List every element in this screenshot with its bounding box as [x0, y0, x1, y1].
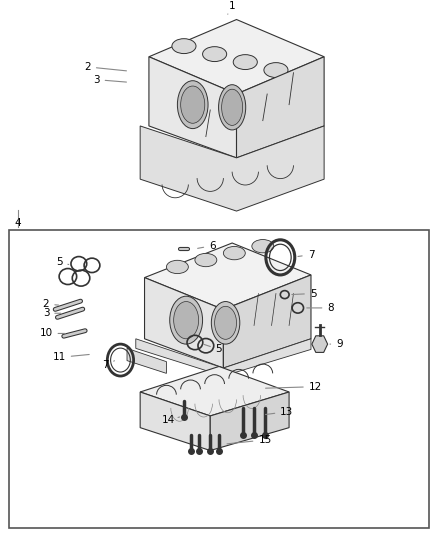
- Polygon shape: [140, 392, 210, 450]
- Text: 2: 2: [84, 62, 127, 72]
- Polygon shape: [223, 275, 311, 368]
- Ellipse shape: [222, 89, 243, 125]
- Ellipse shape: [211, 302, 240, 344]
- Text: 2: 2: [42, 299, 59, 309]
- Ellipse shape: [202, 47, 227, 61]
- Text: 14: 14: [162, 415, 180, 425]
- Text: 11: 11: [53, 352, 89, 362]
- Text: 3: 3: [93, 75, 127, 85]
- Text: 15: 15: [227, 435, 272, 445]
- Text: 9: 9: [330, 339, 343, 349]
- Polygon shape: [149, 20, 324, 94]
- Ellipse shape: [264, 62, 288, 77]
- Ellipse shape: [173, 302, 199, 339]
- Ellipse shape: [233, 55, 258, 69]
- Text: 12: 12: [265, 382, 322, 392]
- Text: 13: 13: [265, 407, 293, 417]
- Ellipse shape: [180, 86, 205, 123]
- Polygon shape: [140, 126, 324, 211]
- Ellipse shape: [252, 239, 274, 253]
- Text: 5: 5: [204, 344, 223, 354]
- Ellipse shape: [195, 253, 217, 266]
- Ellipse shape: [170, 296, 202, 344]
- Ellipse shape: [223, 246, 245, 260]
- Ellipse shape: [172, 39, 196, 54]
- Ellipse shape: [177, 80, 208, 128]
- Text: 6: 6: [198, 241, 216, 251]
- Polygon shape: [210, 392, 289, 450]
- Text: 5: 5: [292, 288, 317, 298]
- Polygon shape: [237, 57, 324, 158]
- Text: 4: 4: [14, 218, 21, 228]
- Ellipse shape: [215, 306, 237, 340]
- Polygon shape: [312, 336, 328, 352]
- Polygon shape: [136, 339, 311, 376]
- Polygon shape: [127, 349, 166, 374]
- Polygon shape: [140, 367, 289, 416]
- Text: 5: 5: [56, 256, 69, 266]
- Text: 3: 3: [42, 308, 61, 318]
- Text: 8: 8: [307, 303, 334, 313]
- Text: 7: 7: [102, 360, 114, 370]
- Text: 7: 7: [298, 249, 314, 260]
- Ellipse shape: [219, 85, 246, 130]
- Polygon shape: [145, 243, 311, 310]
- Polygon shape: [145, 278, 223, 368]
- Ellipse shape: [166, 260, 188, 273]
- Text: 1: 1: [228, 1, 236, 14]
- Text: 10: 10: [39, 328, 65, 338]
- Polygon shape: [149, 57, 237, 158]
